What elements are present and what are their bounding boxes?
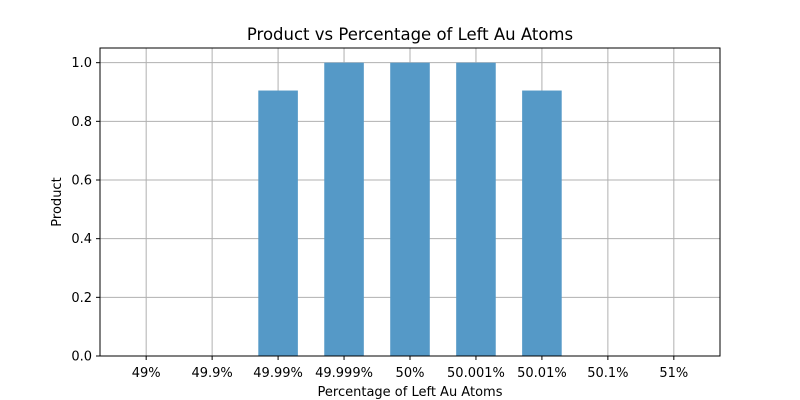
x-tick-label: 50.1% xyxy=(587,366,628,381)
y-tick-label: 1.0 xyxy=(71,56,92,71)
x-tick-label: 50.001% xyxy=(447,366,505,381)
bar-5 xyxy=(456,62,496,357)
x-axis-ticks: 49% 49.9% 49.99% 49.999% 50% 50.001% 50.01% 50.… xyxy=(132,356,688,381)
bars xyxy=(258,62,562,357)
bar-3 xyxy=(324,62,364,357)
x-tick-label: 50.01% xyxy=(517,366,567,381)
y-tick-label: 0.4 xyxy=(71,232,92,247)
x-axis-label: Percentage of Left Au Atoms xyxy=(318,385,503,400)
y-tick-label: 0.6 xyxy=(71,174,92,189)
x-tick-label: 50% xyxy=(396,366,425,381)
y-tick-label: 0.0 xyxy=(71,350,92,365)
bar-6 xyxy=(522,90,562,357)
y-axis-label: Product xyxy=(50,177,65,226)
x-tick-label: 49.9% xyxy=(191,366,232,381)
y-axis-ticks: 0.0 0.2 0.4 0.6 0.8 1.0 xyxy=(71,56,100,365)
bar-4 xyxy=(390,62,430,357)
y-tick-label: 0.2 xyxy=(71,291,92,306)
chart-title: Product vs Percentage of Left Au Atoms xyxy=(247,25,573,44)
bar-2 xyxy=(258,90,298,357)
y-tick-label: 0.8 xyxy=(71,115,92,130)
x-tick-label: 49% xyxy=(132,366,161,381)
x-tick-label: 49.99% xyxy=(253,366,303,381)
x-tick-label: 49.999% xyxy=(315,366,373,381)
x-tick-label: 51% xyxy=(659,366,688,381)
